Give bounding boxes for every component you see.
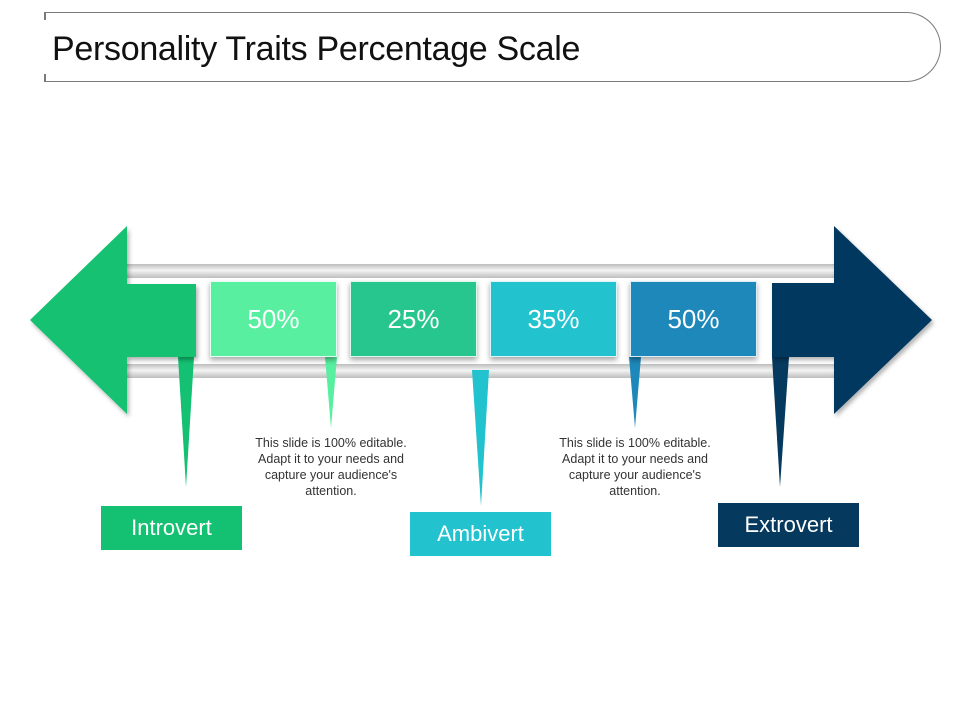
- right-arrow: [772, 226, 932, 414]
- pointer-note-right: [629, 357, 641, 428]
- pointer-introvert: [178, 357, 194, 487]
- pointer-ambivert: [472, 370, 489, 506]
- pct-box-1: 50%: [210, 281, 337, 357]
- label-ambivert: Ambivert: [410, 512, 551, 556]
- pct-box-2: 25%: [350, 281, 477, 357]
- track-bar-top: [125, 264, 837, 278]
- label-extrovert: Extrovert: [718, 503, 859, 547]
- note-right: This slide is 100% editable. Adapt it to…: [559, 436, 711, 498]
- pct-box-3: 35%: [490, 281, 617, 357]
- title-frame: [44, 12, 941, 82]
- pct-box-4: 50%: [630, 281, 757, 357]
- pointer-note-left: [325, 357, 337, 428]
- left-arrow: [30, 226, 196, 414]
- label-introvert: Introvert: [101, 506, 242, 550]
- pointer-extrovert: [772, 357, 789, 487]
- note-left: This slide is 100% editable. Adapt it to…: [255, 436, 407, 498]
- page-title: Personality Traits Percentage Scale: [52, 30, 581, 68]
